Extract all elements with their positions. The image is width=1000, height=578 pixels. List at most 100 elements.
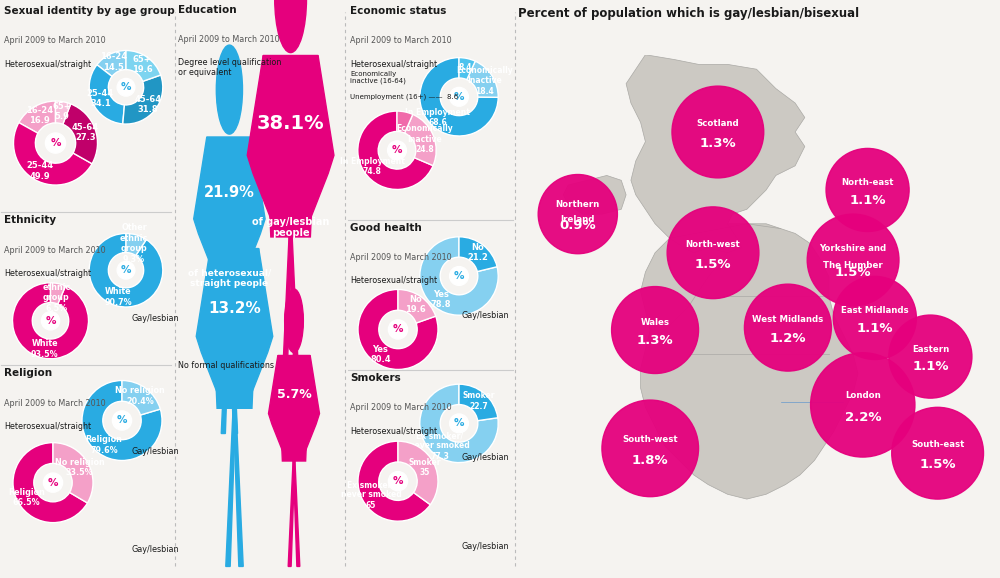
Circle shape	[43, 473, 63, 492]
Text: 38.1%: 38.1%	[257, 114, 324, 134]
Text: %: %	[454, 92, 464, 102]
Wedge shape	[459, 237, 497, 272]
Text: No religion
33.5%: No religion 33.5%	[55, 458, 104, 477]
Text: White
90.7%: White 90.7%	[104, 287, 132, 307]
Wedge shape	[13, 283, 88, 359]
Text: 1.8%: 1.8%	[632, 454, 669, 467]
Text: %: %	[117, 416, 127, 425]
Text: Ex smoker/
never smoked
77.3: Ex smoker/ never smoked 77.3	[409, 431, 470, 461]
Text: Ethnicity: Ethnicity	[4, 215, 56, 225]
Text: No
21.2: No 21.2	[467, 243, 488, 262]
Wedge shape	[358, 290, 438, 369]
Text: South-west: South-west	[622, 435, 678, 444]
Text: April 2009 to March 2010: April 2009 to March 2010	[350, 403, 452, 413]
Text: 1.1%: 1.1%	[849, 194, 886, 207]
Wedge shape	[126, 50, 161, 81]
Text: 45-64
31.8: 45-64 31.8	[135, 95, 162, 114]
Wedge shape	[398, 290, 436, 323]
Text: In Employment
74.8: In Employment 74.8	[340, 157, 405, 176]
Circle shape	[833, 276, 916, 360]
Polygon shape	[641, 224, 858, 499]
Polygon shape	[288, 461, 295, 566]
Text: 1.5%: 1.5%	[695, 258, 731, 271]
Text: of heterosexual/
straight people: of heterosexual/ straight people	[188, 268, 271, 288]
Circle shape	[117, 79, 135, 96]
Wedge shape	[56, 101, 71, 124]
Polygon shape	[210, 249, 259, 408]
Polygon shape	[306, 355, 320, 450]
Text: of gay/lesbian
people: of gay/lesbian people	[252, 217, 329, 238]
Polygon shape	[207, 137, 252, 286]
Text: 65+
5.9: 65+ 5.9	[52, 102, 71, 121]
Polygon shape	[194, 137, 213, 271]
Text: April 2009 to March 2010: April 2009 to March 2010	[4, 399, 106, 408]
Circle shape	[388, 141, 406, 160]
Polygon shape	[281, 237, 292, 416]
Text: Religion
79.6%: Religion 79.6%	[85, 435, 122, 454]
Circle shape	[811, 353, 915, 457]
Circle shape	[538, 175, 617, 254]
Wedge shape	[405, 114, 436, 166]
Circle shape	[117, 261, 135, 279]
Polygon shape	[293, 461, 300, 566]
Text: Economically
Inactive
24.8: Economically Inactive 24.8	[396, 124, 453, 154]
Text: East Midlands: East Midlands	[841, 306, 909, 315]
Wedge shape	[63, 104, 97, 164]
Circle shape	[112, 411, 132, 430]
Polygon shape	[268, 355, 282, 450]
Text: Gay/lesbian: Gay/lesbian	[462, 542, 510, 551]
Wedge shape	[358, 111, 433, 190]
Polygon shape	[247, 55, 271, 219]
Text: 25-44
34.1: 25-44 34.1	[87, 89, 114, 108]
Text: Unemployment (16+) ——  8.6: Unemployment (16+) —— 8.6	[350, 94, 458, 100]
Text: No formal qualifications: No formal qualifications	[178, 361, 274, 370]
Text: Smoker
22.7: Smoker 22.7	[462, 391, 495, 410]
Text: West Midlands: West Midlands	[752, 315, 824, 324]
Polygon shape	[626, 55, 805, 253]
Text: Yes
78.8: Yes 78.8	[430, 290, 451, 309]
Wedge shape	[420, 58, 498, 136]
Text: Religion
66.5%: Religion 66.5%	[8, 488, 45, 507]
Wedge shape	[459, 58, 475, 80]
Wedge shape	[14, 123, 92, 185]
Polygon shape	[196, 249, 217, 392]
Text: No
19.6: No 19.6	[405, 295, 426, 314]
Text: %: %	[45, 316, 56, 326]
Text: Smoker
35: Smoker 35	[409, 458, 441, 477]
Wedge shape	[89, 65, 124, 124]
Text: 13.2%: 13.2%	[208, 301, 261, 316]
Text: %: %	[50, 138, 61, 148]
Circle shape	[612, 287, 699, 373]
Text: Heterosexual/straight: Heterosexual/straight	[4, 269, 91, 278]
Wedge shape	[467, 61, 498, 97]
Text: Ireland: Ireland	[561, 215, 595, 224]
Text: April 2009 to March 2010: April 2009 to March 2010	[178, 35, 280, 44]
Wedge shape	[122, 380, 160, 415]
Text: 16-24
16.9: 16-24 16.9	[26, 106, 53, 125]
Wedge shape	[358, 441, 430, 521]
Text: Education: Education	[178, 5, 237, 14]
Polygon shape	[226, 408, 236, 566]
Text: %: %	[121, 82, 131, 92]
Text: Other
ethnic
group
6.5%: Other ethnic group 6.5%	[42, 272, 70, 313]
Circle shape	[45, 133, 66, 153]
Circle shape	[672, 86, 764, 178]
Wedge shape	[397, 111, 413, 133]
Circle shape	[388, 472, 408, 491]
Text: North-west: North-west	[686, 240, 740, 249]
Circle shape	[41, 312, 60, 330]
Circle shape	[744, 284, 831, 371]
Text: Ex smoker/
never smoked
65: Ex smoker/ never smoked 65	[341, 480, 401, 510]
Text: 1.3%: 1.3%	[700, 137, 736, 150]
Circle shape	[892, 407, 984, 499]
Text: Wales: Wales	[641, 318, 670, 327]
Circle shape	[216, 45, 242, 134]
Wedge shape	[420, 384, 498, 462]
Text: %: %	[454, 271, 464, 281]
Wedge shape	[459, 384, 498, 421]
Text: 45-64
27.3: 45-64 27.3	[72, 123, 99, 142]
Text: Sexual identity by age group: Sexual identity by age group	[4, 6, 175, 16]
Text: Smokers: Smokers	[350, 373, 401, 383]
Text: 2.2%: 2.2%	[845, 412, 881, 424]
Circle shape	[889, 315, 972, 398]
